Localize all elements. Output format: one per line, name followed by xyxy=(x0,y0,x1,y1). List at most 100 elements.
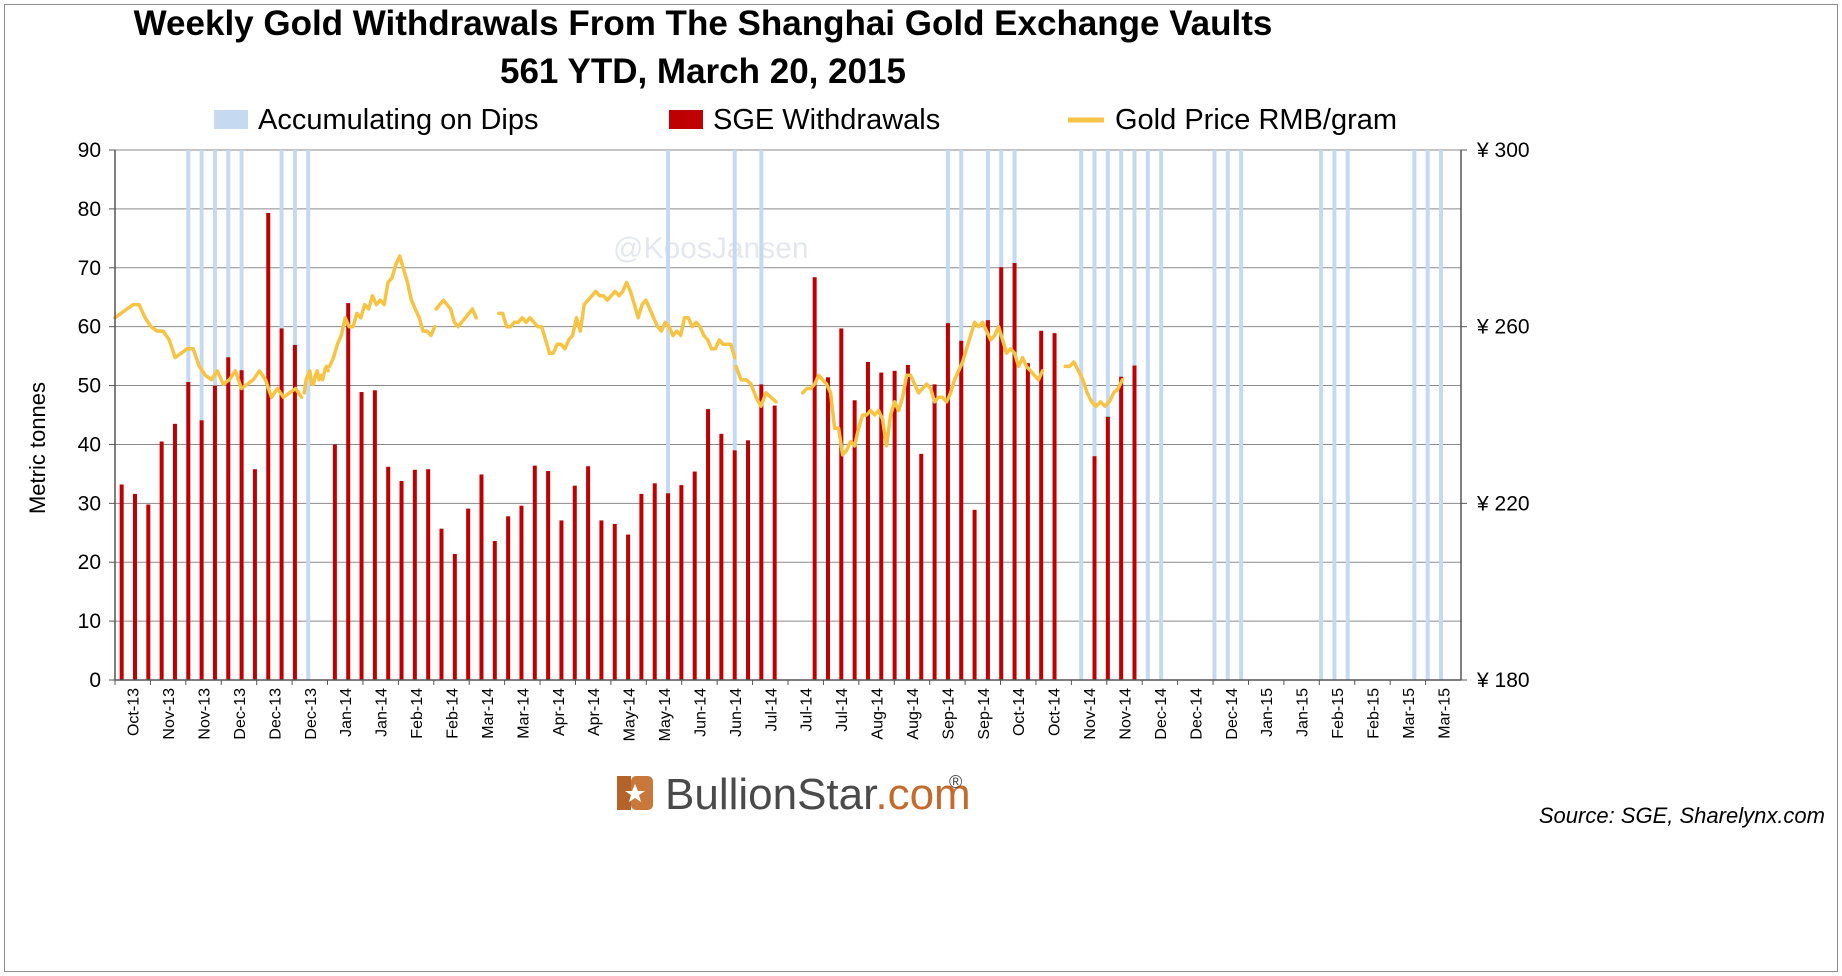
bar-withdrawal xyxy=(692,471,697,680)
bar-withdrawal xyxy=(1092,456,1097,680)
bar-withdrawal xyxy=(532,465,537,680)
bar-withdrawal xyxy=(492,541,497,680)
price-line-segment xyxy=(327,254,437,369)
x-tick-label: Dec-13 xyxy=(267,688,284,740)
bar-withdrawal xyxy=(266,213,271,680)
bar-withdrawal xyxy=(865,362,870,680)
bar-withdrawal xyxy=(172,423,177,680)
bar-withdrawal xyxy=(132,493,137,680)
bar-withdrawal xyxy=(719,433,724,680)
bar-withdrawal xyxy=(519,505,524,680)
bar-withdrawal xyxy=(252,469,257,680)
x-tick-label: Jul-14 xyxy=(834,688,851,732)
bar-accumulating xyxy=(1412,150,1417,680)
y-tick-label: 40 xyxy=(78,433,101,456)
x-tick-label: Mar-15 xyxy=(1436,688,1453,739)
brand-name-main: BullionStar xyxy=(665,770,877,819)
x-tick-label: Apr-14 xyxy=(586,688,603,736)
bar-withdrawal xyxy=(839,328,844,680)
bar-accumulating xyxy=(666,150,671,680)
bar-withdrawal xyxy=(1119,376,1124,680)
series-withdrawals xyxy=(119,213,1137,680)
bar-withdrawal xyxy=(905,364,910,680)
bar-withdrawal xyxy=(386,466,391,680)
bullionstar-icon xyxy=(617,776,653,810)
x-tick-label: May-14 xyxy=(622,688,639,741)
bar-withdrawal xyxy=(599,520,604,680)
price-line-segment xyxy=(734,364,778,408)
watermark: @KoosJansen xyxy=(613,232,809,265)
x-tick-label: Sep-14 xyxy=(940,688,957,740)
y2-axis-ticks: ¥ 180 ¥ 220 ¥ 260 ¥ 300 xyxy=(1461,139,1530,692)
bar-withdrawal xyxy=(679,485,684,680)
y-tick-label: 30 xyxy=(78,492,101,515)
bar-withdrawal xyxy=(479,474,484,680)
y2-tick-label: ¥ 180 xyxy=(1476,669,1530,692)
price-line-segment xyxy=(497,311,552,355)
bar-withdrawal xyxy=(879,372,884,680)
price-line-segment xyxy=(1063,360,1125,408)
bar-withdrawal xyxy=(666,493,671,680)
x-tick-label: Oct-13 xyxy=(126,688,143,736)
x-tick-label: Apr-14 xyxy=(551,688,568,736)
chart-canvas: Weekly Gold Withdrawals From The Shangha… xyxy=(25,5,1825,828)
bar-withdrawal xyxy=(732,450,737,680)
price-line-segment xyxy=(800,320,1045,457)
y2-tick-label: ¥ 260 xyxy=(1476,316,1530,339)
bar-withdrawal xyxy=(586,466,591,680)
x-tick-label: Jan-14 xyxy=(338,688,355,737)
gridlines xyxy=(115,149,1461,622)
bar-withdrawal xyxy=(1025,363,1030,680)
bar-withdrawal xyxy=(919,453,924,680)
chart-title: Weekly Gold Withdrawals From The Shangha… xyxy=(134,5,1273,43)
y-tick-label: 60 xyxy=(78,316,101,339)
x-tick-label: Nov-13 xyxy=(161,688,178,740)
bar-withdrawal xyxy=(639,493,644,680)
bar-accumulating xyxy=(1239,150,1244,680)
x-tick-label: May-14 xyxy=(657,688,674,741)
bar-withdrawal xyxy=(332,444,337,680)
bar-withdrawal xyxy=(1012,263,1017,680)
x-tick-label: Jan-15 xyxy=(1295,688,1312,737)
series-gold-price xyxy=(113,254,1125,457)
bar-accumulating xyxy=(1225,150,1230,680)
legend-label-price: Gold Price RMB/gram xyxy=(1115,104,1397,136)
x-tick-label: Feb-14 xyxy=(409,688,426,739)
bar-withdrawal xyxy=(359,392,364,680)
bar-withdrawal xyxy=(1039,330,1044,680)
x-tick-label: Dec-13 xyxy=(303,688,320,740)
bar-withdrawal xyxy=(892,370,897,680)
legend-swatch-accumulating xyxy=(214,110,248,129)
bar-withdrawal xyxy=(1105,416,1110,680)
x-tick-label: Oct-14 xyxy=(1011,688,1028,736)
bar-accumulating xyxy=(1105,150,1110,680)
bar-accumulating xyxy=(732,150,737,680)
y-axis-ticks: 0 10 20 30 40 50 60 70 80 90 xyxy=(78,139,115,692)
bar-withdrawal xyxy=(346,303,351,680)
chart-subtitle: 561 YTD, March 20, 2015 xyxy=(500,52,906,91)
bar-withdrawal xyxy=(119,484,124,680)
bar-withdrawal xyxy=(186,382,191,680)
bar-withdrawal xyxy=(226,357,231,680)
x-tick-label: Jun-14 xyxy=(692,688,709,737)
bar-withdrawal xyxy=(932,384,937,680)
bar-withdrawal xyxy=(972,509,977,680)
bar-accumulating xyxy=(1332,150,1337,680)
bar-withdrawal xyxy=(759,384,764,680)
bar-accumulating xyxy=(1079,150,1084,680)
brand-registered-mark: ® xyxy=(949,772,962,792)
y-tick-label: 10 xyxy=(78,610,101,633)
price-line-segment xyxy=(302,364,330,395)
bar-withdrawal xyxy=(852,400,857,680)
brand-name: BullionStar.com xyxy=(665,770,971,819)
bar-withdrawal xyxy=(399,480,404,680)
x-tick-label: Nov-14 xyxy=(1118,688,1135,740)
x-axis-ticks: Oct-13 Nov-13 Nov-13 Dec-13 Dec-13 Dec-13 Jan-… xyxy=(114,680,1453,741)
x-tick-label: Aug-14 xyxy=(870,688,887,740)
bar-withdrawal xyxy=(572,485,577,680)
bar-accumulating xyxy=(1145,150,1150,680)
x-tick-label: Mar-15 xyxy=(1401,688,1418,739)
x-tick-label: Dec-14 xyxy=(1153,688,1170,740)
axes xyxy=(114,150,1462,681)
bar-withdrawal xyxy=(372,390,377,680)
